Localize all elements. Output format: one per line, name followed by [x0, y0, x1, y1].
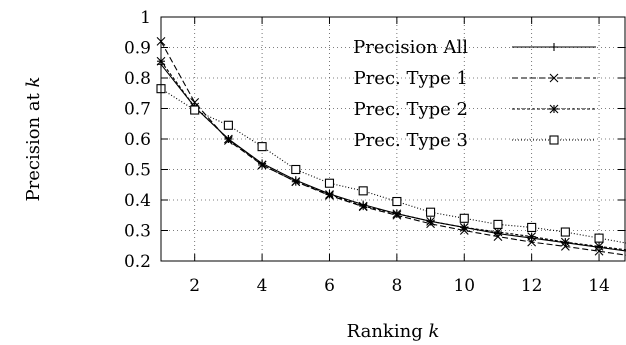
y-tick-label: 0.4 — [124, 191, 151, 211]
series-4-point — [594, 233, 604, 243]
series-3-point — [426, 216, 435, 226]
x-axis-label: Ranking k — [347, 321, 440, 342]
y-tick-label: 0.8 — [124, 69, 151, 89]
legend-label-2: Prec. Type 1 — [354, 68, 468, 89]
series-4-point — [291, 164, 301, 175]
x-tick-label: 10 — [453, 276, 475, 296]
x-tick-label: 6 — [324, 276, 335, 296]
series-4-point — [190, 105, 200, 115]
x-tick-label: 14 — [588, 276, 610, 296]
series-2-line-tail — [598, 250, 626, 256]
series-3-line-tail — [598, 245, 626, 251]
series-3-point — [392, 209, 402, 219]
series-3-point — [459, 223, 469, 232]
y-tick-label: 1 — [140, 8, 151, 28]
series-4-point — [324, 178, 335, 188]
series-2-line — [160, 41, 600, 252]
x-tick-label: 12 — [521, 276, 543, 296]
series-3-point — [560, 237, 570, 247]
series-4-point — [392, 196, 402, 207]
legend-label-4: Prec. Type 3 — [354, 130, 468, 151]
series-4-point — [527, 222, 537, 232]
y-tick-label: 0.3 — [124, 222, 151, 242]
legend-label-1: Precision All — [353, 37, 468, 58]
legend: Precision All Prec. Type 1 Prec. Type 2 Pre… — [353, 37, 596, 151]
series-4-line — [160, 88, 600, 239]
series-4-point — [560, 227, 570, 237]
series-2-point — [560, 241, 570, 251]
legend-marker-3 — [549, 104, 559, 114]
series-3-point — [358, 201, 368, 211]
y-tick-label: 0.9 — [124, 39, 151, 59]
series-1-line-tail — [598, 246, 626, 252]
x-tick-label: 2 — [189, 276, 200, 296]
y-tick-label: 0.7 — [124, 100, 151, 120]
series-3-point — [325, 190, 334, 199]
legend-marker-4 — [549, 135, 559, 145]
series-4-point — [223, 120, 233, 130]
legend-marker-1 — [550, 43, 558, 51]
series-3-point — [527, 232, 537, 241]
y-tick-label: 0.6 — [124, 130, 151, 150]
x-tick-label: 4 — [257, 276, 268, 296]
series-3-point — [291, 177, 301, 187]
series-3-point — [594, 241, 604, 251]
plot-frame — [160, 16, 626, 262]
x-tick-label: 8 — [391, 276, 402, 296]
series-4-point — [257, 142, 267, 152]
series-3-point — [493, 227, 503, 237]
y-axis-label: Precision at k — [23, 77, 44, 202]
legend-marker-2 — [549, 73, 559, 83]
series-4-point — [459, 213, 469, 223]
ticks: 0.20.30.40.50.60.70.80.912 4 6 8 10 12 14 — [124, 8, 625, 296]
y-tick-label: 0.2 — [124, 252, 151, 272]
y-tick-label: 0.5 — [124, 161, 151, 181]
series-4-point — [358, 186, 368, 196]
series-4-point — [426, 207, 436, 217]
series-3-point — [257, 160, 267, 170]
series-3-line — [160, 60, 600, 247]
legend-label-3: Prec. Type 2 — [354, 99, 468, 120]
series-3-point — [224, 134, 233, 144]
series-4-point — [493, 219, 503, 229]
series-1-line — [160, 63, 600, 248]
